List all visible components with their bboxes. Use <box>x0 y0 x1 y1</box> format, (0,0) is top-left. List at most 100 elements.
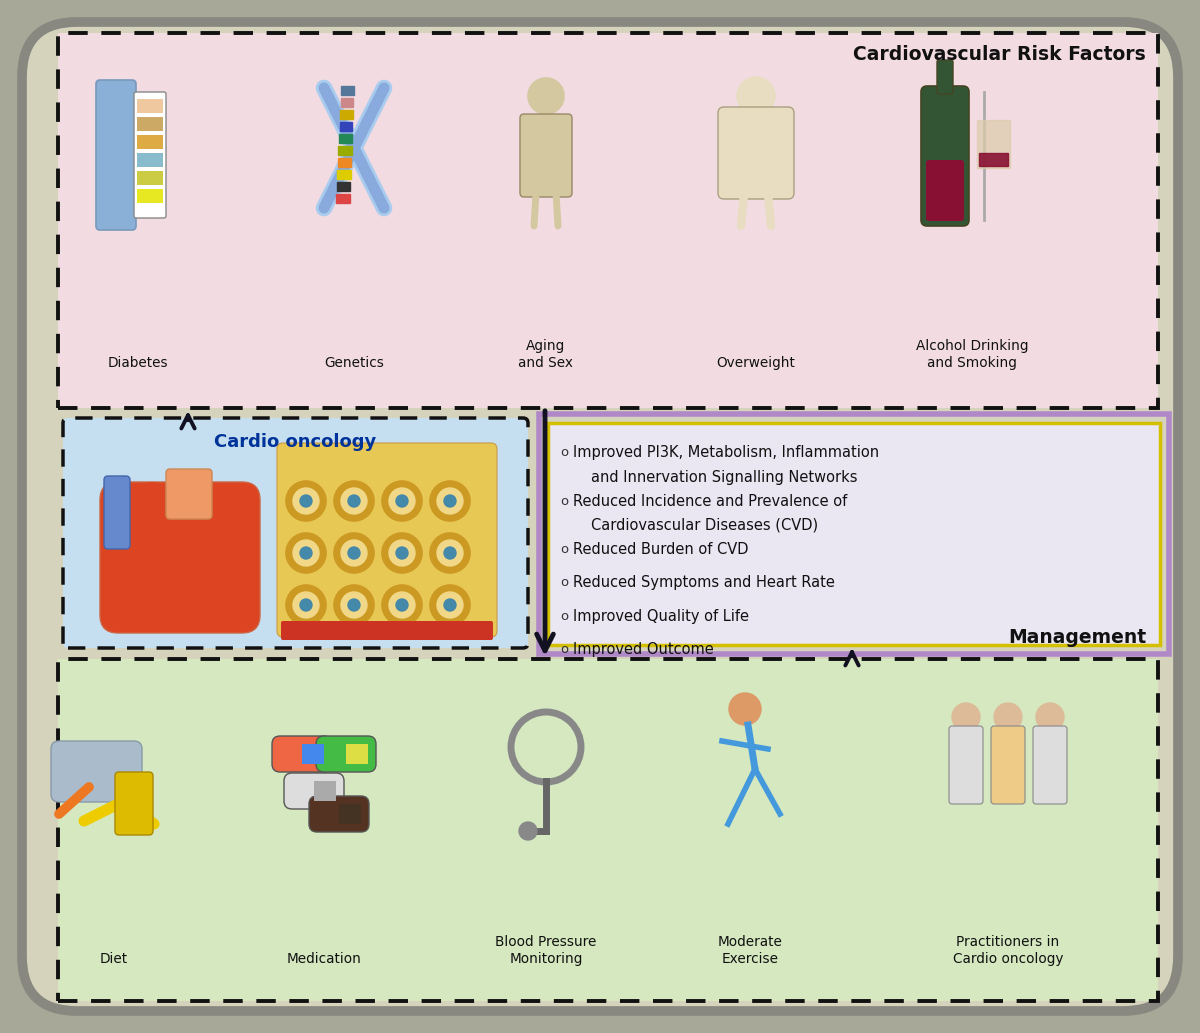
FancyBboxPatch shape <box>96 80 136 230</box>
Bar <box>340 122 353 131</box>
FancyBboxPatch shape <box>277 443 497 637</box>
Text: Cardiovascular Risk Factors: Cardiovascular Risk Factors <box>853 45 1146 64</box>
Circle shape <box>334 585 374 625</box>
Circle shape <box>382 585 422 625</box>
Circle shape <box>122 483 182 543</box>
Circle shape <box>389 488 415 514</box>
Circle shape <box>994 703 1022 731</box>
Text: Reduced Incidence and Prevalence of: Reduced Incidence and Prevalence of <box>574 494 847 508</box>
Bar <box>341 98 353 107</box>
Circle shape <box>430 533 470 573</box>
Text: Overweight: Overweight <box>716 356 796 370</box>
Text: o: o <box>560 644 568 657</box>
FancyBboxPatch shape <box>137 135 163 149</box>
Bar <box>336 194 350 204</box>
Text: Aging
and Sex: Aging and Sex <box>518 339 574 370</box>
Bar <box>336 182 350 191</box>
Text: Genetics: Genetics <box>324 356 384 370</box>
FancyBboxPatch shape <box>346 744 368 764</box>
Text: Diet: Diet <box>100 952 128 966</box>
FancyBboxPatch shape <box>52 741 142 802</box>
FancyBboxPatch shape <box>281 621 493 640</box>
FancyBboxPatch shape <box>340 804 361 824</box>
Text: o: o <box>560 543 568 556</box>
Text: Moderate
Exercise: Moderate Exercise <box>718 935 782 966</box>
Circle shape <box>348 599 360 611</box>
Text: and Innervation Signalling Networks: and Innervation Signalling Networks <box>592 470 858 484</box>
Circle shape <box>178 483 238 543</box>
FancyBboxPatch shape <box>58 659 1158 1001</box>
FancyBboxPatch shape <box>137 117 163 131</box>
Circle shape <box>334 481 374 521</box>
Circle shape <box>396 495 408 507</box>
FancyBboxPatch shape <box>520 114 572 197</box>
Circle shape <box>437 592 463 618</box>
Bar <box>338 146 352 155</box>
Circle shape <box>437 540 463 566</box>
Circle shape <box>341 540 367 566</box>
Bar <box>338 134 352 143</box>
Text: Cardiovascular Diseases (CVD): Cardiovascular Diseases (CVD) <box>592 518 818 533</box>
Text: o: o <box>560 576 568 590</box>
Text: Cardio oncology: Cardio oncology <box>215 433 377 451</box>
FancyBboxPatch shape <box>166 469 212 519</box>
FancyBboxPatch shape <box>926 160 964 221</box>
Polygon shape <box>977 120 1010 168</box>
Circle shape <box>396 599 408 611</box>
Text: Diabetes: Diabetes <box>108 356 168 370</box>
FancyBboxPatch shape <box>64 418 528 648</box>
Text: Improved Quality of Life: Improved Quality of Life <box>574 609 749 624</box>
Text: Medication: Medication <box>287 952 361 966</box>
Text: Management: Management <box>1008 628 1146 647</box>
Circle shape <box>348 495 360 507</box>
FancyBboxPatch shape <box>991 726 1025 804</box>
FancyBboxPatch shape <box>302 744 324 764</box>
FancyBboxPatch shape <box>922 86 970 226</box>
Text: o: o <box>560 446 568 460</box>
Circle shape <box>286 533 326 573</box>
FancyBboxPatch shape <box>937 60 953 94</box>
Circle shape <box>520 822 538 840</box>
FancyBboxPatch shape <box>137 153 163 167</box>
FancyBboxPatch shape <box>137 99 163 113</box>
FancyBboxPatch shape <box>100 482 260 633</box>
Circle shape <box>444 547 456 559</box>
Bar <box>341 86 354 95</box>
Circle shape <box>444 495 456 507</box>
Circle shape <box>293 592 319 618</box>
FancyBboxPatch shape <box>58 33 1158 408</box>
Circle shape <box>348 547 360 559</box>
Text: o: o <box>560 609 568 623</box>
FancyBboxPatch shape <box>548 422 1160 645</box>
FancyBboxPatch shape <box>316 735 376 772</box>
Circle shape <box>437 488 463 514</box>
FancyBboxPatch shape <box>115 772 154 835</box>
Circle shape <box>952 703 980 731</box>
FancyBboxPatch shape <box>718 107 794 199</box>
Circle shape <box>528 79 564 114</box>
FancyBboxPatch shape <box>284 773 344 809</box>
Text: Reduced Burden of CVD: Reduced Burden of CVD <box>574 542 749 557</box>
Polygon shape <box>979 153 1008 166</box>
Text: Reduced Symptoms and Heart Rate: Reduced Symptoms and Heart Rate <box>574 575 835 591</box>
Circle shape <box>382 533 422 573</box>
Text: o: o <box>560 495 568 508</box>
Circle shape <box>444 599 456 611</box>
Circle shape <box>293 488 319 514</box>
Circle shape <box>293 540 319 566</box>
Text: Alcohol Drinking
and Smoking: Alcohol Drinking and Smoking <box>916 339 1028 370</box>
FancyBboxPatch shape <box>314 781 336 801</box>
Circle shape <box>389 592 415 618</box>
FancyBboxPatch shape <box>22 22 1178 1011</box>
Text: Blood Pressure
Monitoring: Blood Pressure Monitoring <box>496 935 596 966</box>
FancyBboxPatch shape <box>949 726 983 804</box>
Circle shape <box>737 77 775 115</box>
Circle shape <box>341 488 367 514</box>
Circle shape <box>300 599 312 611</box>
Circle shape <box>341 592 367 618</box>
Bar <box>338 158 352 167</box>
Circle shape <box>430 481 470 521</box>
FancyBboxPatch shape <box>104 476 130 549</box>
FancyBboxPatch shape <box>134 92 166 218</box>
Circle shape <box>389 540 415 566</box>
